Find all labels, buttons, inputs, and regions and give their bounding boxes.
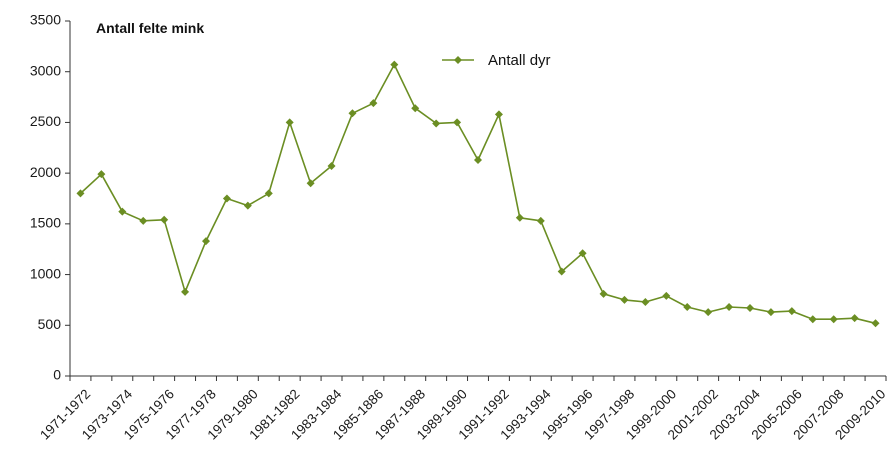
data-point xyxy=(578,249,587,258)
data-point xyxy=(285,118,294,127)
y-tick-label: 0 xyxy=(53,367,61,383)
data-point xyxy=(453,118,462,127)
data-point xyxy=(871,319,880,328)
chart-axes xyxy=(69,21,886,377)
chart-title: Antall felte mink xyxy=(96,20,204,36)
data-point xyxy=(306,179,315,188)
data-point xyxy=(474,155,482,164)
data-point xyxy=(808,315,817,324)
y-tick-label: 3500 xyxy=(30,12,61,28)
series-line xyxy=(79,63,876,325)
data-point xyxy=(746,304,754,313)
data-point xyxy=(390,60,399,69)
data-point xyxy=(725,303,734,312)
legend: Antall dyr xyxy=(442,52,551,69)
series-antall-dyr xyxy=(76,60,880,328)
data-point xyxy=(181,287,190,296)
data-point xyxy=(787,307,796,316)
legend-label: Antall dyr xyxy=(488,52,551,69)
data-point xyxy=(641,297,650,306)
y-tick-label: 500 xyxy=(38,316,62,332)
data-point xyxy=(76,189,85,198)
data-point xyxy=(599,289,608,298)
data-point xyxy=(536,216,545,225)
data-point xyxy=(348,109,357,118)
data-point xyxy=(160,215,169,224)
legend-marker xyxy=(454,56,462,64)
data-point xyxy=(494,110,503,119)
data-point xyxy=(327,162,336,171)
data-point xyxy=(243,201,252,210)
data-point xyxy=(139,216,148,225)
data-point xyxy=(557,267,566,276)
y-tick-label: 3000 xyxy=(30,62,61,78)
data-point xyxy=(766,308,775,317)
data-point xyxy=(620,295,629,304)
data-point xyxy=(264,189,273,198)
y-tick-label: 2500 xyxy=(30,113,61,129)
data-point xyxy=(850,314,859,323)
data-point xyxy=(662,291,671,300)
data-point xyxy=(704,308,713,317)
data-point xyxy=(202,237,210,246)
y-tick-label: 1000 xyxy=(30,265,61,281)
data-point xyxy=(118,207,127,216)
data-point xyxy=(683,303,692,312)
data-point xyxy=(829,315,838,324)
y-tick-label: 2000 xyxy=(30,164,61,180)
data-point xyxy=(97,170,106,179)
y-axis-ticks: 0 500 1000 1500 2000 2500 3000 3500 xyxy=(30,12,70,383)
data-point xyxy=(432,119,441,128)
data-point xyxy=(369,99,378,108)
data-point xyxy=(411,104,420,113)
data-point xyxy=(515,213,524,222)
x-axis-ticks: 1971-19721973-19741975-19761977-19781979… xyxy=(37,376,887,443)
data-point xyxy=(222,194,231,203)
y-tick-label: 1500 xyxy=(30,215,61,231)
